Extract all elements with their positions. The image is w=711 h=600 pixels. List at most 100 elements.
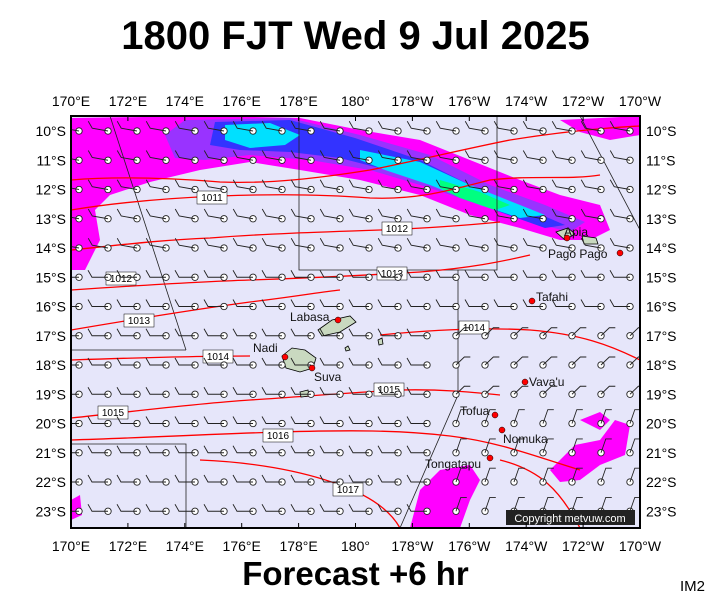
isobars: [71, 125, 640, 528]
wind-barb: [348, 299, 373, 311]
wind-barb: [174, 474, 199, 486]
lon-tick-label: 174°E: [166, 538, 204, 554]
wind-barb: [481, 409, 496, 428]
wind-barb: [493, 237, 518, 252]
wind-barb: [348, 504, 373, 515]
isobar-label: 1017: [332, 482, 364, 497]
wind-barb: [87, 328, 112, 340]
svg-text:1015: 1015: [102, 408, 125, 419]
wind-barb: [551, 150, 576, 164]
wind-barb: [452, 409, 467, 428]
wind-barb: [87, 150, 112, 164]
wind-barb: [145, 357, 170, 369]
wind-barb: [551, 237, 576, 252]
svg-text:1014: 1014: [463, 323, 486, 334]
lat-tick-label: 19°S: [646, 386, 677, 402]
wind-barb: [116, 445, 141, 457]
wind-barb: [319, 387, 344, 398]
wind-barb: [377, 299, 402, 311]
lat-tick-label: 11°S: [646, 152, 675, 168]
wind-barb: [539, 327, 558, 340]
wind-barb: [452, 356, 471, 369]
wind-barb: [493, 270, 518, 281]
wind-barb: [203, 474, 228, 486]
lon-tick-label: 176°E: [223, 93, 261, 109]
svg-text:1011: 1011: [201, 193, 223, 204]
wind-barb: [232, 299, 257, 311]
wind-barb: [464, 270, 489, 281]
lat-tick-label: 20°S: [646, 416, 677, 432]
lon-tick-label: 172°W: [562, 538, 605, 554]
wind-barb: [493, 150, 518, 164]
wind-barb: [232, 504, 257, 515]
wind-barb: [406, 150, 431, 164]
wind-barb: [174, 328, 199, 340]
wind-barb: [481, 467, 496, 486]
wind-barb: [290, 179, 315, 194]
lat-tick-label: 18°S: [35, 357, 66, 373]
wind-barb: [551, 299, 576, 311]
wind-barb: [597, 467, 612, 486]
wind-barb: [609, 120, 634, 135]
wind-barb: [435, 208, 460, 223]
wind-barb: [609, 270, 634, 281]
wind-barb: [510, 385, 529, 398]
wind-barb: [580, 150, 605, 164]
wind-barb: [290, 474, 315, 486]
wind-barb: [319, 120, 344, 135]
isobar-labels: 1011 1012 1012 1013 1013 1014 1014 1015 …: [97, 190, 490, 497]
isobar-label: 1014: [458, 320, 490, 335]
isobar-label: 1015: [97, 405, 129, 420]
lon-tick-label: 180°: [341, 93, 370, 109]
wind-barb: [452, 385, 471, 398]
lon-tick-label: 174°W: [505, 538, 548, 554]
wind-barb: [319, 208, 344, 223]
wind-barb: [174, 208, 199, 223]
wind-barb: [406, 328, 431, 340]
svg-text:Nadi: Nadi: [253, 341, 278, 355]
wind-barb: [348, 445, 373, 457]
wind-barb: [406, 120, 431, 135]
wind-barb: [568, 438, 583, 457]
wind-barb: [232, 474, 257, 486]
wind-barb: [174, 387, 199, 398]
wind-barb: [551, 208, 576, 223]
axis-ticks: 170°E 170°E 172°E 172°E 174°E 174°E 176°E 176°E…: [35, 93, 676, 554]
wind-barb: [597, 327, 616, 340]
wind-barb: [116, 150, 141, 164]
wind-barb: [406, 270, 431, 281]
wind-barb: [232, 416, 257, 428]
wind-barb: [568, 409, 583, 428]
wind-barb: [522, 270, 547, 281]
wind-barb: [71, 390, 83, 398]
wind-barbs: [71, 120, 640, 515]
wind-barb: [435, 237, 460, 252]
map-title: 1800 FJT Wed 9 Jul 2025: [121, 14, 590, 58]
wind-barb: [609, 150, 634, 164]
wind-barb: [597, 385, 616, 398]
wind-barb: [626, 409, 640, 428]
wind-barb: [464, 208, 489, 223]
lat-tick-label: 16°S: [35, 299, 66, 315]
wind-barb: [319, 445, 344, 457]
lon-tick-label: 170°W: [619, 538, 662, 554]
isobar-label: 1011: [196, 190, 228, 205]
isobar-label: 1013: [123, 313, 155, 328]
wind-barb: [174, 179, 199, 194]
place-suva: Suva: [308, 364, 342, 384]
lat-tick-label: 20°S: [35, 416, 66, 432]
wind-barb: [464, 150, 489, 164]
isobar-label: 1016: [262, 428, 294, 443]
wind-barb: [319, 504, 344, 515]
wind-barb: [464, 179, 489, 194]
svg-text:Suva: Suva: [314, 370, 342, 384]
place-labasa: Labasa: [290, 310, 342, 324]
wind-barb: [116, 120, 141, 135]
wind-barb: [626, 356, 640, 369]
svg-text:Tafahi: Tafahi: [536, 290, 568, 304]
wind-barb: [597, 409, 612, 428]
wind-barb: [261, 237, 286, 252]
wind-barb: [493, 120, 518, 135]
wind-barb: [174, 357, 199, 369]
wind-barb: [435, 270, 460, 281]
